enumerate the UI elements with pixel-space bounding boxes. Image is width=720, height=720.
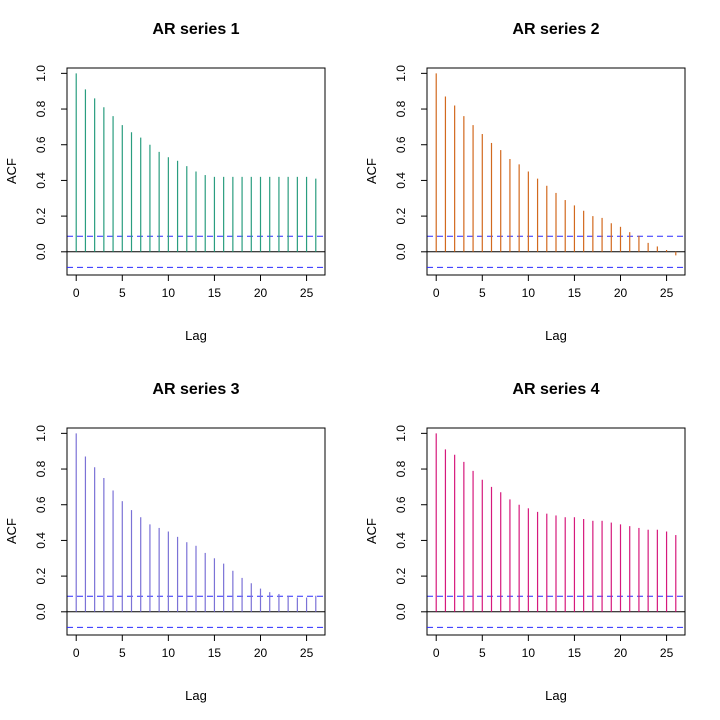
- y-tick-label: 0.8: [394, 100, 408, 117]
- x-axis-label: Lag: [545, 328, 567, 343]
- y-tick-label: 0.6: [394, 136, 408, 153]
- y-tick-label: 0.4: [394, 532, 408, 549]
- x-axis-label: Lag: [185, 688, 207, 703]
- y-tick-label: 0.4: [34, 532, 48, 549]
- x-tick-label: 15: [568, 286, 582, 300]
- x-tick-label: 0: [73, 286, 80, 300]
- y-tick-label: 0.8: [394, 460, 408, 477]
- y-tick-label: 0.0: [394, 603, 408, 620]
- y-tick-label: 0.2: [394, 207, 408, 224]
- y-tick-label: 0.0: [34, 243, 48, 260]
- y-tick-label: 0.6: [394, 496, 408, 513]
- x-tick-label: 10: [522, 646, 536, 660]
- panel-title: AR series 3: [152, 381, 239, 398]
- y-tick-label: 0.8: [34, 100, 48, 117]
- y-tick-label: 0.4: [34, 172, 48, 189]
- x-axis-label: Lag: [545, 688, 567, 703]
- y-tick-label: 0.2: [34, 207, 48, 224]
- acf-panel-ar-series-2: AR series 2 Lag ACF 0 5 10 15 20 250.00.20.40…: [364, 21, 686, 343]
- x-tick-label: 10: [162, 646, 176, 660]
- x-tick-label: 5: [479, 286, 486, 300]
- x-tick-label: 15: [208, 286, 222, 300]
- y-tick-label: 0.2: [394, 567, 408, 584]
- y-axis-label: ACF: [4, 518, 19, 544]
- y-axis-label: ACF: [4, 158, 19, 184]
- acf-panel-ar-series-3: AR series 3 Lag ACF 0 5 10 15 20 250.00.20.40…: [4, 381, 326, 703]
- panel-title: AR series 1: [152, 21, 239, 38]
- x-tick-label: 25: [660, 286, 674, 300]
- x-tick-label: 20: [254, 286, 268, 300]
- plot-area: 0 5 10 15 20 25 0.0 0.2 0.4 0.6 0.8 1.0: [394, 65, 686, 300]
- y-tick-label: 1.0: [394, 425, 408, 442]
- y-axis-label: ACF: [364, 158, 379, 184]
- x-tick-label: 10: [522, 286, 536, 300]
- x-tick-label: 5: [119, 646, 126, 660]
- x-tick-label: 25: [300, 286, 314, 300]
- x-tick-label: 5: [479, 646, 486, 660]
- y-tick-label: 1.0: [34, 425, 48, 442]
- x-tick-label: 0: [433, 646, 440, 660]
- x-tick-label: 0: [73, 646, 80, 660]
- y-axis-label: ACF: [364, 518, 379, 544]
- x-axis-label: Lag: [185, 328, 207, 343]
- x-tick-label: 20: [254, 646, 268, 660]
- x-tick-label: 15: [208, 646, 222, 660]
- acf-panel-ar-series-4: AR series 4 Lag ACF 0 5 10 15 20 250.00.20.40…: [364, 381, 686, 703]
- y-tick-label: 0.6: [34, 496, 48, 513]
- acf-panel-ar-series-1: AR series 1 Lag ACF 0 5 10 15 20 250.00.20.40…: [4, 21, 326, 343]
- y-tick-label: 0.0: [394, 243, 408, 260]
- panel-title: AR series 4: [512, 381, 599, 398]
- plot-area: 0 5 10 15 20 25 0.0 0.2 0.4 0.6 0.8 1.0: [394, 425, 686, 660]
- y-tick-label: 0.2: [34, 567, 48, 584]
- x-tick-label: 15: [568, 646, 582, 660]
- y-tick-label: 0.0: [34, 603, 48, 620]
- plot-area: 0 5 10 15 20 25 0.0 0.2 0.4 0.6 0.8 1.0: [34, 65, 326, 300]
- x-tick-label: 0: [433, 286, 440, 300]
- y-tick-label: 0.8: [34, 460, 48, 477]
- plot-area: 0 5 10 15 20 25 0.0 0.2 0.4 0.6 0.8 1.0: [34, 425, 326, 660]
- y-tick-label: 1.0: [34, 65, 48, 82]
- x-tick-label: 10: [162, 286, 176, 300]
- y-tick-label: 0.6: [34, 136, 48, 153]
- panel-title: AR series 2: [512, 21, 599, 38]
- y-tick-label: 0.4: [394, 172, 408, 189]
- y-tick-label: 1.0: [394, 65, 408, 82]
- x-tick-label: 25: [660, 646, 674, 660]
- x-tick-label: 25: [300, 646, 314, 660]
- x-tick-label: 20: [614, 646, 628, 660]
- x-tick-label: 20: [614, 286, 628, 300]
- x-tick-label: 5: [119, 286, 126, 300]
